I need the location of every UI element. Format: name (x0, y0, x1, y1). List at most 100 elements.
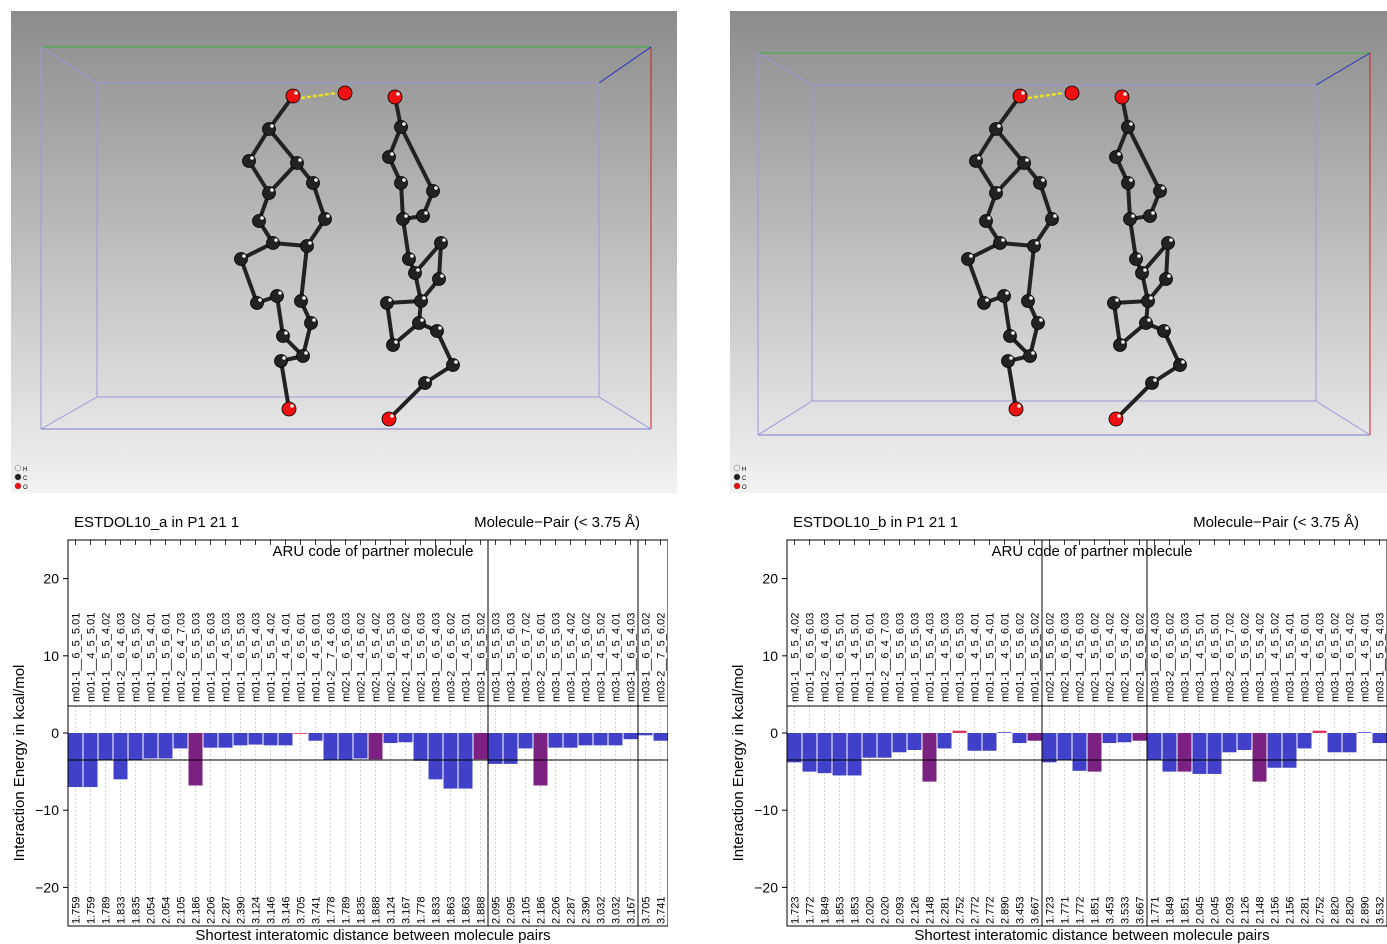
distance-label: 2.890 (1360, 896, 1372, 924)
aru-code-label: m01-1__4_5_6.01 (311, 613, 323, 702)
hydrogen-atom (314, 178, 318, 182)
bar (458, 733, 473, 789)
legend-swatch (733, 464, 741, 472)
distance-label: 1.888 (371, 896, 383, 924)
hydrogen-atom (258, 298, 262, 302)
carbon-atom (969, 154, 983, 168)
carbon-atom (394, 176, 408, 190)
carbon-atom (979, 214, 993, 228)
hydrogen-atom (308, 241, 312, 245)
distance-label: 1.778 (326, 896, 338, 924)
carbon-atom (1045, 212, 1059, 226)
bar (638, 733, 653, 736)
carbon-atom (418, 376, 432, 390)
carbon-atom (416, 209, 430, 223)
hydrogen-atom (1011, 331, 1015, 335)
aru-code-label: m01-2__7_4_6.03 (326, 613, 338, 702)
distance-label: 1.851 (1090, 896, 1102, 924)
distance-label: 1.759 (86, 896, 98, 924)
legend-swatch (733, 473, 741, 481)
carbon-atom (252, 214, 266, 228)
carbon-atom (1121, 120, 1135, 134)
distance-label: 2.206 (206, 896, 218, 924)
y-tick-label: −20 (35, 879, 59, 895)
aru-code-label: m01-1__5_5_4.02 (101, 613, 113, 702)
distance-label: 3.705 (641, 896, 653, 924)
bar (1012, 733, 1027, 744)
carbon-atom (1141, 294, 1155, 308)
distance-label: 2.093 (1225, 896, 1237, 924)
aru-code-label: m01-1__5_5_6.03 (206, 613, 218, 702)
y-axis-label: Interaction Energy in kcal/mol (730, 665, 747, 862)
carbon-atom (1017, 156, 1031, 170)
bar (1207, 733, 1222, 774)
oxygen-atom (1108, 411, 1124, 427)
distance-label: 1.835 (131, 896, 143, 924)
distance-label: 2.772 (970, 896, 982, 924)
bar (518, 733, 533, 749)
distance-label: 3.124 (386, 896, 398, 924)
bar (952, 730, 967, 733)
bar (802, 733, 817, 772)
hydrogen-atom (278, 291, 282, 295)
distance-label: 2.095 (506, 896, 518, 924)
distance-label: 2.772 (985, 896, 997, 924)
bar (1282, 733, 1297, 768)
carbon-atom (234, 252, 248, 266)
bond (1006, 360, 1018, 410)
bar (862, 733, 877, 758)
bar (892, 733, 907, 753)
bar (173, 733, 188, 749)
hydrogen-atom (1031, 351, 1035, 355)
hydrogen-atom (1005, 291, 1009, 295)
bond (1112, 302, 1122, 346)
carbon-atom (266, 236, 280, 250)
hydrogen-atom (274, 238, 278, 242)
unit-cell-box (757, 52, 1371, 436)
molecule-pair-3d-view-a[interactable]: HCO (11, 11, 677, 493)
distance-label: 1.863 (446, 896, 458, 924)
bond (279, 360, 291, 410)
aru-code-label: m03-2__6_5_6.02 (446, 613, 458, 702)
hydrogen-atom (438, 326, 442, 330)
plot-area: 20 10 0 −10 −20 m01-1__5_5_4.02 m01-1__6_5_6.0… (754, 539, 1387, 927)
y-axis-label: Interaction Energy in kcal/mol (11, 665, 28, 862)
carbon-atom (386, 338, 400, 352)
aru-code-label: m01-1__5_5_4.02 (790, 613, 802, 702)
bar (937, 733, 952, 749)
aru-code-label: m03-1__6_5_4.03 (1315, 613, 1327, 702)
hydrogen-atom (260, 216, 264, 220)
distance-label: 2.156 (1270, 896, 1282, 924)
bar (922, 733, 937, 782)
carbon-atom (290, 156, 304, 170)
distance-label: 2.148 (925, 896, 937, 924)
carbon-atom (1157, 324, 1171, 338)
bar (877, 733, 892, 758)
carbon-atom (961, 252, 975, 266)
molecule-pair-3d-view-b[interactable]: HCO (730, 11, 1387, 493)
carbon-atom (296, 349, 310, 363)
bar (967, 733, 982, 751)
distance-label: 2.156 (1285, 896, 1297, 924)
oxygen-atom (1008, 401, 1024, 417)
hydrogen-atom (997, 124, 1001, 128)
carbon-atom (274, 354, 288, 368)
aru-code-label: m03-1__4_5_4.01 (1360, 613, 1372, 702)
distance-label: 3.533 (1120, 896, 1132, 924)
legend-label: H (742, 467, 746, 473)
legend-label: H (23, 467, 27, 473)
bar (98, 733, 113, 761)
hydrogen-atom (416, 268, 420, 272)
hydrogen-atom (1181, 360, 1185, 364)
hydrogen-atom (422, 296, 426, 300)
distance-label: 1.723 (790, 896, 802, 924)
distance-label: 1.772 (805, 896, 817, 924)
distance-label: 1.789 (101, 896, 113, 924)
bar (1132, 733, 1147, 741)
aru-code-label: m01-1__5_5_5.03 (191, 613, 203, 702)
carbon-atom (1027, 239, 1041, 253)
hydrogen-atom (420, 318, 424, 322)
